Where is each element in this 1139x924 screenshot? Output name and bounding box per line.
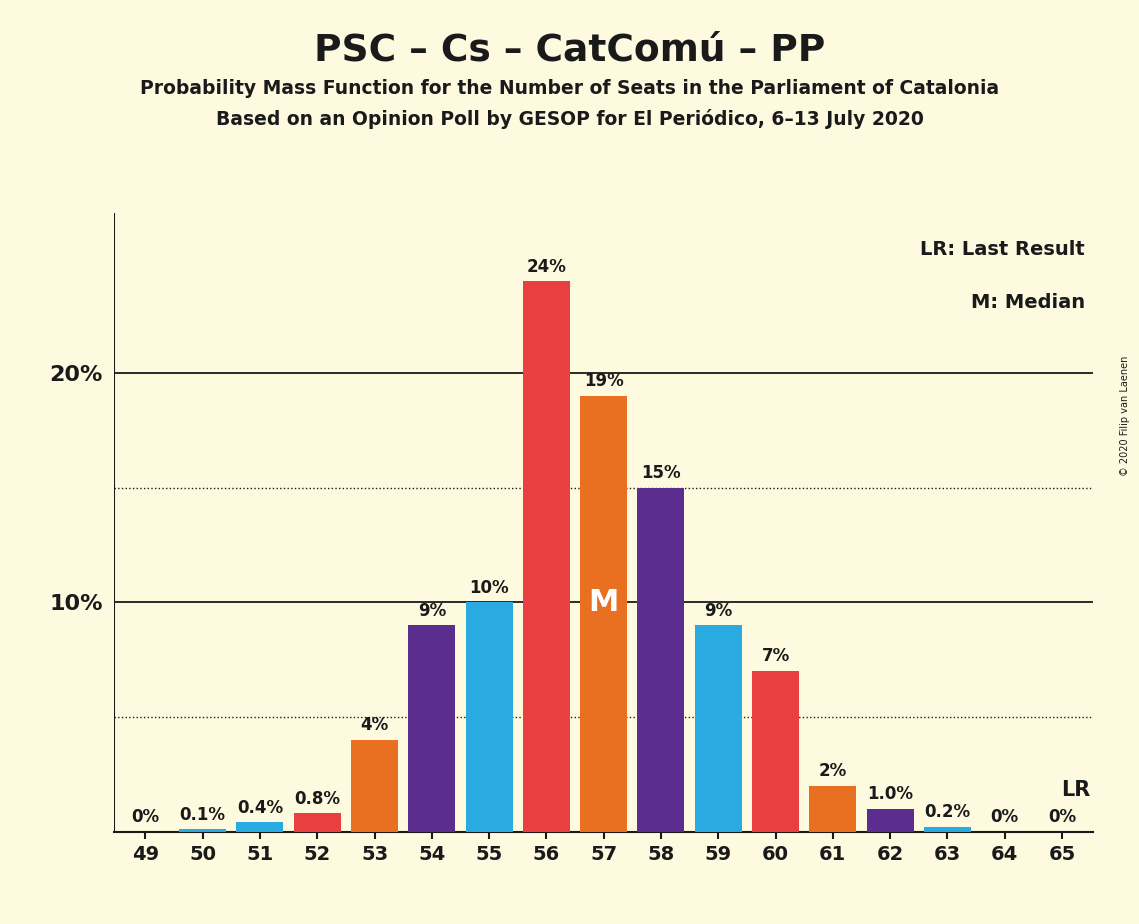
- Text: Based on an Opinion Poll by GESOP for El Periódico, 6–13 July 2020: Based on an Opinion Poll by GESOP for El…: [215, 109, 924, 129]
- Text: 0.4%: 0.4%: [237, 798, 282, 817]
- Bar: [810, 785, 857, 832]
- Text: M: Median: M: Median: [970, 293, 1084, 311]
- Text: 0%: 0%: [131, 808, 159, 826]
- Bar: [867, 808, 913, 832]
- Text: 9%: 9%: [704, 602, 732, 619]
- Text: 0%: 0%: [1048, 808, 1076, 826]
- Text: M: M: [589, 588, 618, 617]
- Text: 0.2%: 0.2%: [925, 803, 970, 821]
- Bar: [752, 671, 798, 832]
- Text: 24%: 24%: [526, 258, 566, 275]
- Text: 4%: 4%: [360, 716, 388, 735]
- Bar: [924, 827, 970, 832]
- Bar: [523, 281, 570, 832]
- Text: 0.1%: 0.1%: [180, 806, 226, 823]
- Text: PSC – Cs – CatComú – PP: PSC – Cs – CatComú – PP: [314, 32, 825, 68]
- Bar: [294, 813, 341, 832]
- Text: © 2020 Filip van Laenen: © 2020 Filip van Laenen: [1120, 356, 1130, 476]
- Bar: [695, 626, 741, 832]
- Bar: [351, 740, 398, 832]
- Text: 19%: 19%: [584, 372, 623, 390]
- Bar: [237, 822, 284, 832]
- Text: 0%: 0%: [991, 808, 1018, 826]
- Bar: [466, 602, 513, 832]
- Text: LR: LR: [1062, 781, 1090, 800]
- Text: 1.0%: 1.0%: [867, 785, 913, 803]
- Text: 15%: 15%: [641, 464, 681, 482]
- Text: LR: Last Result: LR: Last Result: [920, 240, 1084, 259]
- Bar: [638, 488, 685, 832]
- Text: 10%: 10%: [469, 578, 509, 597]
- Bar: [409, 626, 456, 832]
- Bar: [580, 396, 628, 832]
- Text: Probability Mass Function for the Number of Seats in the Parliament of Catalonia: Probability Mass Function for the Number…: [140, 79, 999, 98]
- Text: 9%: 9%: [418, 602, 446, 619]
- Text: 2%: 2%: [819, 762, 847, 780]
- Text: 0.8%: 0.8%: [294, 789, 341, 808]
- Text: 7%: 7%: [761, 648, 789, 665]
- Bar: [179, 830, 227, 832]
